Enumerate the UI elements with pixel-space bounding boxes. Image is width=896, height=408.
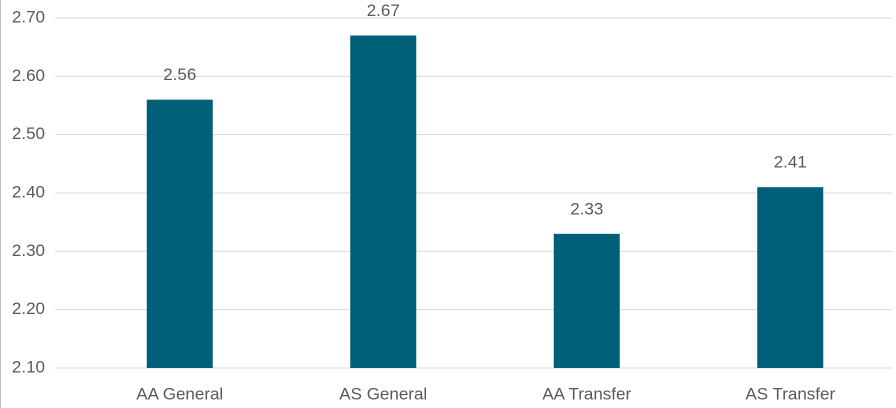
value-label: 2.56	[163, 65, 196, 84]
y-tick-label: 2.30	[12, 241, 45, 260]
y-tick-label: 2.50	[12, 124, 45, 143]
y-tick-label: 2.60	[12, 66, 45, 85]
y-tick-label: 2.20	[12, 299, 45, 318]
bar	[553, 233, 620, 368]
y-tick-label: 2.40	[12, 182, 45, 201]
value-label: 2.33	[570, 199, 603, 218]
x-tick-label: AS Transfer	[745, 384, 835, 403]
x-tick-label: AA Transfer	[542, 384, 631, 403]
bar	[350, 35, 417, 368]
x-tick-label: AA General	[136, 384, 223, 403]
y-tick-label: 2.70	[12, 7, 45, 26]
bar	[757, 187, 824, 368]
x-tick-label: AS General	[339, 384, 427, 403]
value-label: 2.41	[774, 153, 807, 172]
value-label: 2.67	[367, 1, 400, 20]
bar	[146, 99, 213, 369]
y-tick-label: 2.10	[12, 357, 45, 376]
